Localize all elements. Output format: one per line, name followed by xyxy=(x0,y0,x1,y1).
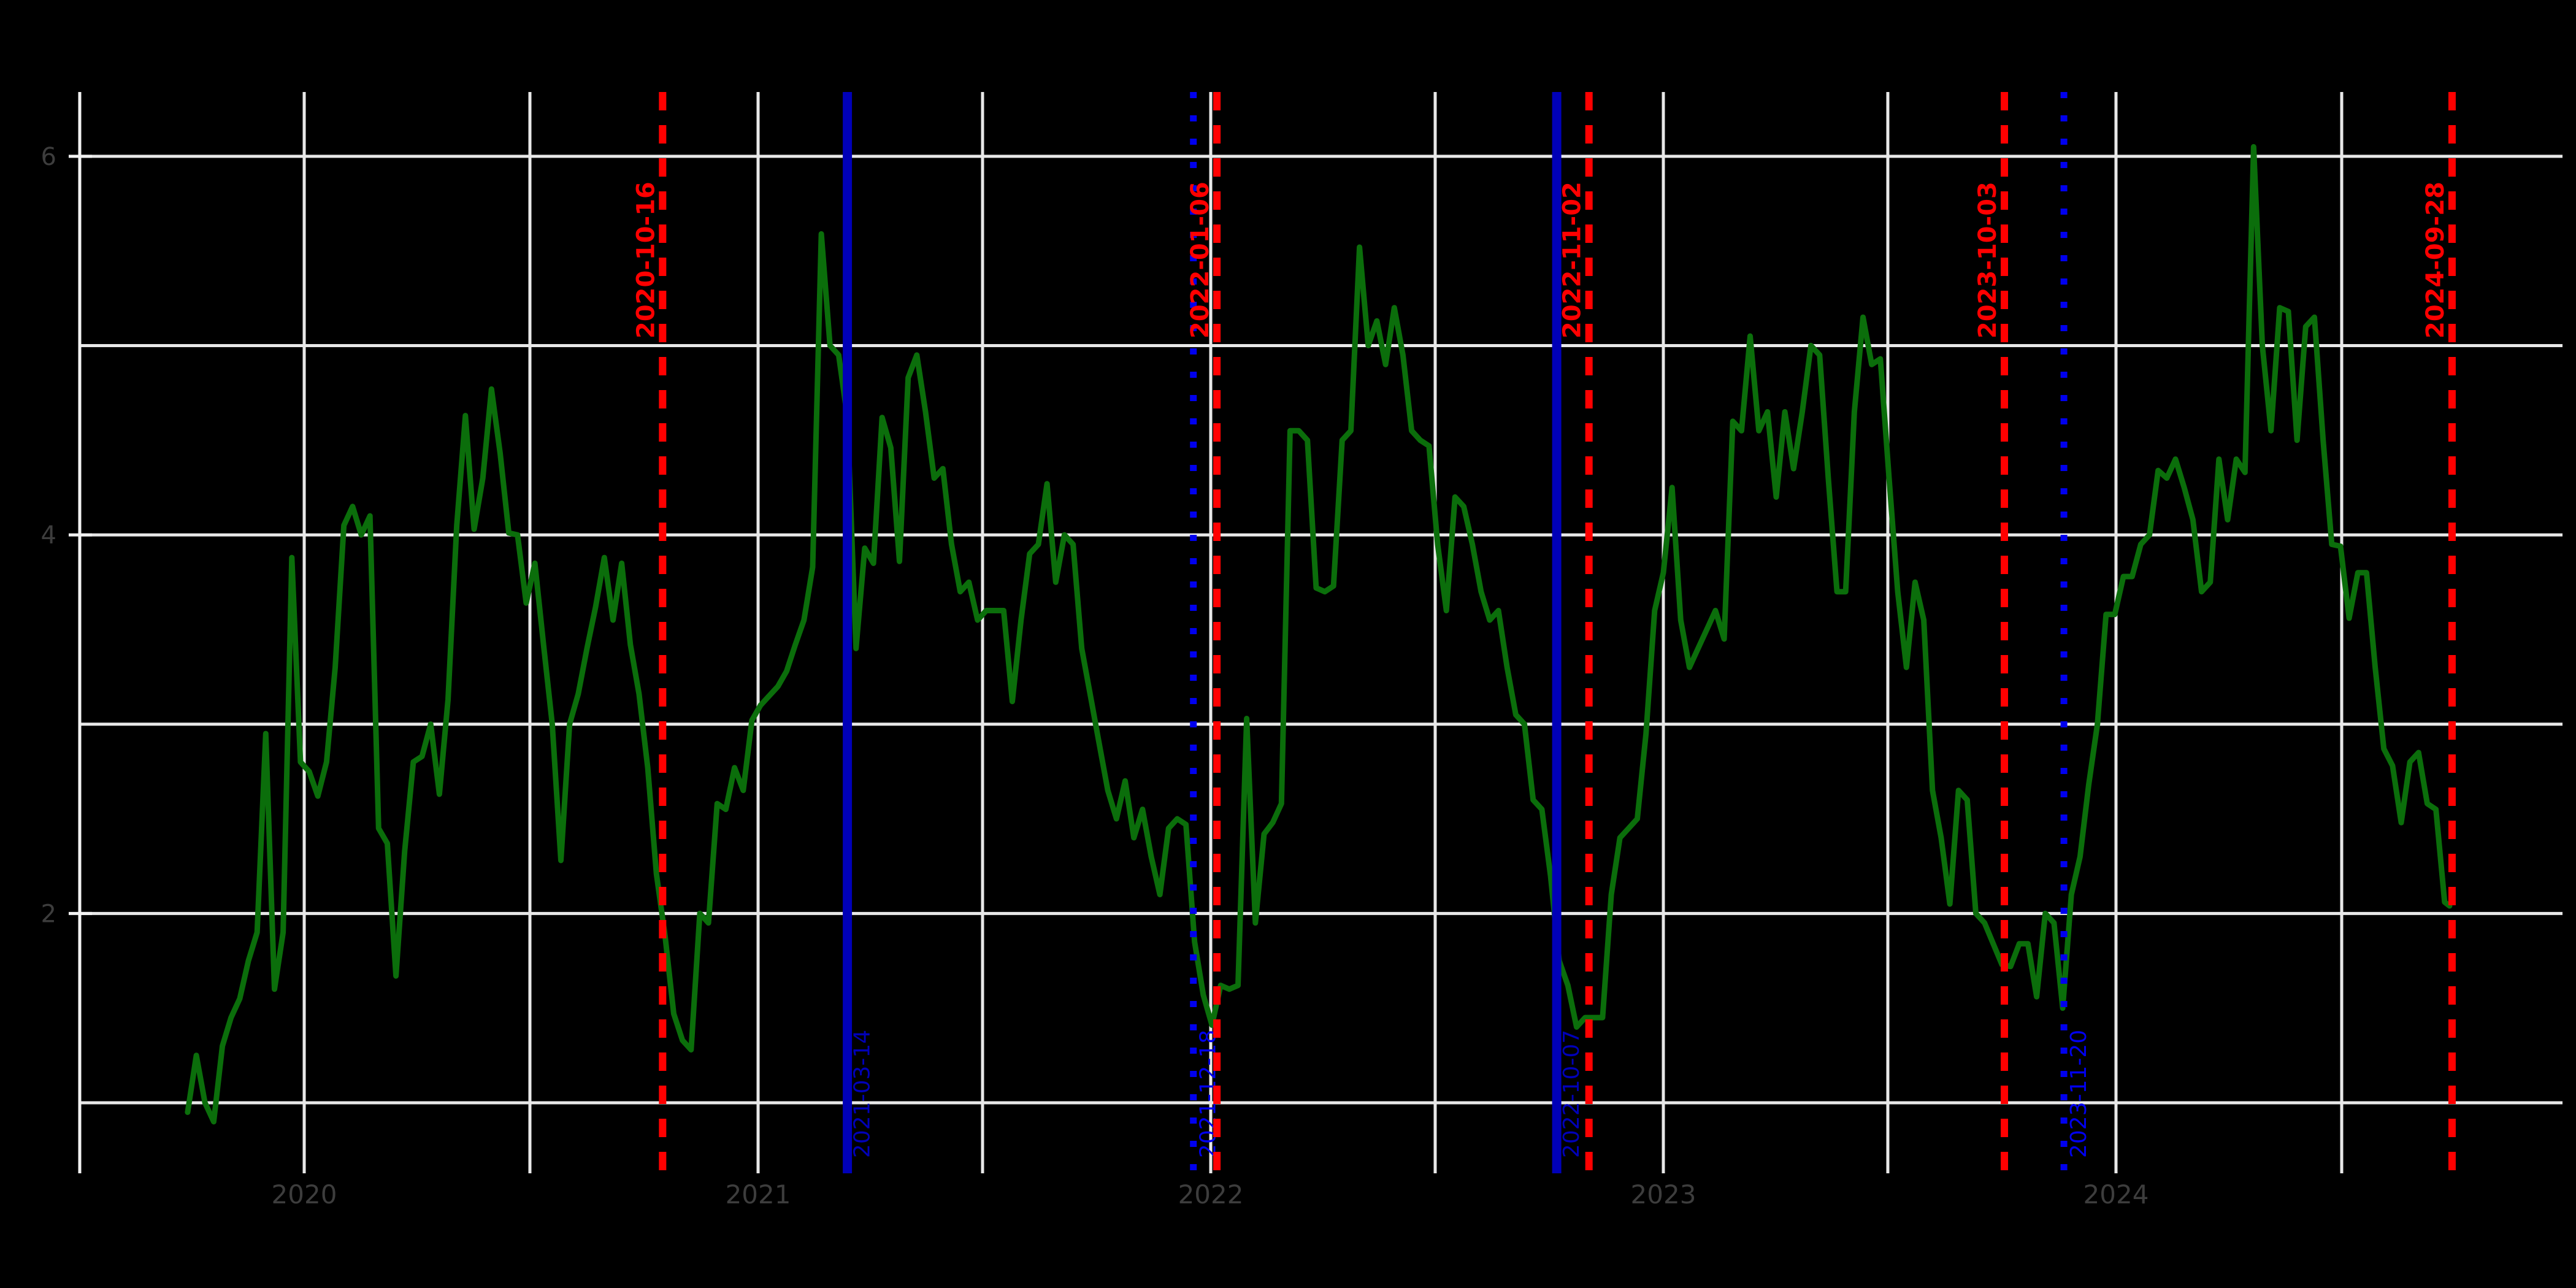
y-tick-label-4: 4 xyxy=(41,521,56,550)
event-label-2022-10-07: 2022-10-07 xyxy=(1559,1030,1584,1158)
x-tick-label-2023: 2023 xyxy=(1631,1179,1696,1209)
event-label-2020-10-16: 2020-10-16 xyxy=(632,182,660,339)
x-tick-label-2020: 2020 xyxy=(272,1179,337,1209)
event-label-2024-09-28: 2024-09-28 xyxy=(2421,182,2450,339)
event-label-2023-11-20: 2023-11-20 xyxy=(2066,1030,2091,1158)
x-tick-label-2024: 2024 xyxy=(2083,1179,2149,1209)
event-label-2022-01-06: 2022-01-06 xyxy=(1186,182,1214,339)
y-tick-label-6: 6 xyxy=(41,143,56,171)
event-label-2021-03-14: 2021-03-14 xyxy=(850,1030,875,1158)
y-tick-label-2: 2 xyxy=(41,900,56,928)
event-label-2023-10-03: 2023-10-03 xyxy=(1974,182,2002,339)
x-tick-label-2022: 2022 xyxy=(1178,1179,1244,1209)
event-label-2022-11-02: 2022-11-02 xyxy=(1558,182,1587,339)
axis-labels: 2 4 6 2020 2021 2022 2023 2024 xyxy=(41,143,2149,1209)
x-tick-label-2021: 2021 xyxy=(726,1179,791,1209)
series-line-green-series xyxy=(185,144,2453,1125)
